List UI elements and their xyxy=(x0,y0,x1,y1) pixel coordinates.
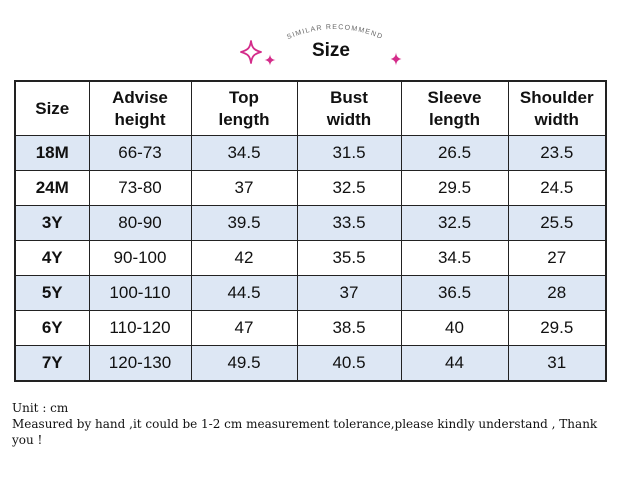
top-length-cell: 37 xyxy=(190,170,298,206)
size-cell: 5Y xyxy=(14,275,90,311)
size-cell: 24M xyxy=(14,170,90,206)
sparkle-icon xyxy=(240,40,262,64)
top-length-cell: 39.5 xyxy=(190,205,298,241)
column-header-size: Size xyxy=(14,80,90,136)
height-cell: 120-130 xyxy=(88,345,192,382)
table-header-row: Size Advise height Top length Bust width Sl… xyxy=(14,80,607,136)
bust-width-cell: 35.5 xyxy=(296,240,402,276)
small-sparkle-icon xyxy=(264,54,276,66)
size-cell: 3Y xyxy=(14,205,90,241)
size-chart-table: Size Advise height Top length Bust width Sl… xyxy=(14,80,607,382)
sleeve-length-cell: 29.5 xyxy=(400,170,509,206)
bust-width-cell: 32.5 xyxy=(296,170,402,206)
height-cell: 90-100 xyxy=(88,240,192,276)
table-row: 6Y 110-120 47 38.5 40 29.5 xyxy=(14,310,607,346)
svg-text:SIMILAR RECOMMEND: SIMILAR RECOMMEND xyxy=(286,24,384,41)
table-row: 3Y 80-90 39.5 33.5 32.5 25.5 xyxy=(14,205,607,241)
bust-width-cell: 40.5 xyxy=(296,345,402,382)
table-row: 7Y 120-130 49.5 40.5 44 31 xyxy=(14,345,607,382)
header: SIMILAR RECOMMEND Size xyxy=(0,0,620,80)
top-length-cell: 34.5 xyxy=(190,135,298,171)
table-row: 5Y 100-110 44.5 37 36.5 28 xyxy=(14,275,607,311)
shoulder-width-cell: 28 xyxy=(507,275,607,311)
height-cell: 110-120 xyxy=(88,310,192,346)
size-cell: 4Y xyxy=(14,240,90,276)
sleeve-length-cell: 26.5 xyxy=(400,135,509,171)
size-cell: 6Y xyxy=(14,310,90,346)
shoulder-width-cell: 29.5 xyxy=(507,310,607,346)
sleeve-length-cell: 34.5 xyxy=(400,240,509,276)
sleeve-length-cell: 40 xyxy=(400,310,509,346)
bust-width-cell: 38.5 xyxy=(296,310,402,346)
similar-recommend-arc-text: SIMILAR RECOMMEND xyxy=(286,24,384,41)
small-sparkle-icon xyxy=(390,52,402,66)
top-length-cell: 44.5 xyxy=(190,275,298,311)
top-length-cell: 42 xyxy=(190,240,298,276)
size-cell: 7Y xyxy=(14,345,90,382)
height-cell: 73-80 xyxy=(88,170,192,206)
height-cell: 100-110 xyxy=(88,275,192,311)
shoulder-width-cell: 25.5 xyxy=(507,205,607,241)
height-cell: 80-90 xyxy=(88,205,192,241)
column-header-bust-width: Bust width xyxy=(296,80,402,136)
column-header-shoulder-width: Shoulder width xyxy=(507,80,607,136)
height-cell: 66-73 xyxy=(88,135,192,171)
bust-width-cell: 31.5 xyxy=(296,135,402,171)
table-row: 18M 66-73 34.5 31.5 26.5 23.5 xyxy=(14,135,607,171)
top-length-cell: 47 xyxy=(190,310,298,346)
column-header-sleeve-length: Sleeve length xyxy=(400,80,509,136)
sleeve-length-cell: 44 xyxy=(400,345,509,382)
shoulder-width-cell: 23.5 xyxy=(507,135,607,171)
column-header-top-length: Top length xyxy=(190,80,298,136)
shoulder-width-cell: 31 xyxy=(507,345,607,382)
table-row: 24M 73-80 37 32.5 29.5 24.5 xyxy=(14,170,607,206)
bust-width-cell: 37 xyxy=(296,275,402,311)
shoulder-width-cell: 27 xyxy=(507,240,607,276)
table-row: 4Y 90-100 42 35.5 34.5 27 xyxy=(14,240,607,276)
top-length-cell: 49.5 xyxy=(190,345,298,382)
page-title: Size xyxy=(311,40,351,61)
unit-note: Unit : cm xyxy=(12,401,69,415)
size-cell: 18M xyxy=(14,135,90,171)
tolerance-note: Measured by hand ,it could be 1-2 cm mea… xyxy=(12,417,598,447)
bust-width-cell: 33.5 xyxy=(296,205,402,241)
shoulder-width-cell: 24.5 xyxy=(507,170,607,206)
footer-notes: Unit : cm Measured by hand ,it could be … xyxy=(12,400,612,448)
column-header-advise-height: Advise height xyxy=(88,80,192,136)
sleeve-length-cell: 32.5 xyxy=(400,205,509,241)
sleeve-length-cell: 36.5 xyxy=(400,275,509,311)
